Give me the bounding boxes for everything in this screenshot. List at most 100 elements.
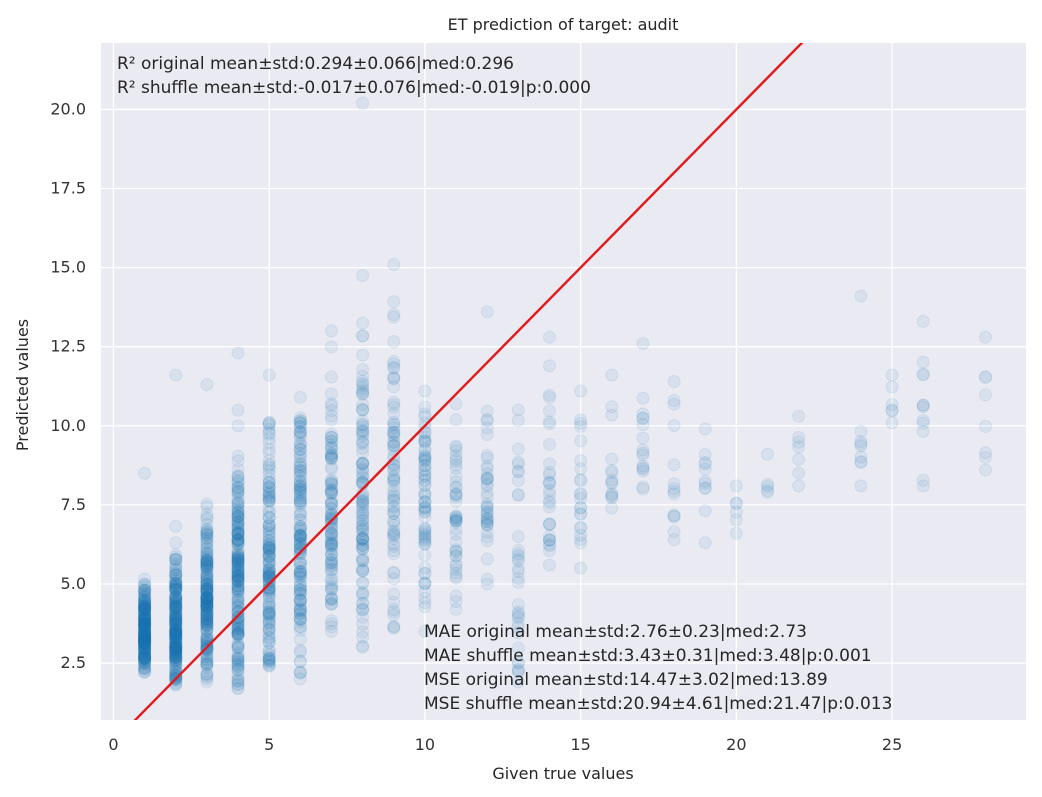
- data-point: [200, 526, 214, 540]
- data-point: [169, 655, 183, 669]
- data-point: [480, 305, 494, 319]
- data-point: [138, 626, 152, 640]
- data-point: [511, 465, 525, 479]
- data-point: [885, 368, 899, 382]
- data-point: [169, 650, 183, 664]
- annotation-mse-shuffle: MSE shuffle mean±std:20.94±4.61|med:21.4…: [424, 694, 892, 714]
- data-point: [636, 443, 650, 457]
- data-point: [169, 577, 183, 591]
- data-point: [138, 648, 152, 662]
- data-point: [138, 634, 152, 648]
- data-point: [605, 488, 619, 502]
- data-point: [138, 628, 152, 642]
- data-point: [200, 599, 214, 613]
- data-point: [200, 591, 214, 605]
- data-point: [200, 658, 214, 672]
- data-point: [480, 518, 494, 532]
- data-point: [138, 609, 152, 623]
- data-point: [169, 552, 183, 566]
- data-point: [169, 653, 183, 667]
- data-point: [200, 537, 214, 551]
- data-point: [698, 457, 712, 471]
- data-point: [449, 449, 463, 463]
- data-point: [200, 622, 214, 636]
- data-point: [169, 662, 183, 676]
- data-point: [169, 630, 183, 644]
- data-point: [200, 611, 214, 625]
- data-point: [387, 295, 401, 309]
- data-point: [387, 435, 401, 449]
- data-point: [200, 653, 214, 667]
- data-point: [231, 550, 245, 564]
- data-point: [200, 597, 214, 611]
- data-point: [200, 569, 214, 583]
- data-point: [138, 642, 152, 656]
- data-point: [138, 635, 152, 649]
- data-point: [667, 525, 681, 539]
- data-point: [169, 576, 183, 590]
- data-point: [169, 649, 183, 663]
- y-tick-label: 10.0: [50, 416, 86, 435]
- data-point: [293, 643, 307, 657]
- data-point: [138, 617, 152, 631]
- data-point: [138, 577, 152, 591]
- data-point: [169, 650, 183, 664]
- data-point: [231, 598, 245, 612]
- data-point: [511, 530, 525, 544]
- data-point: [200, 667, 214, 681]
- data-point: [418, 600, 432, 614]
- data-point: [138, 617, 152, 631]
- data-point: [138, 625, 152, 639]
- data-point: [511, 414, 525, 428]
- data-point: [138, 583, 152, 597]
- data-point: [169, 646, 183, 660]
- data-point: [231, 624, 245, 638]
- data-point: [138, 612, 152, 626]
- data-point: [169, 572, 183, 586]
- data-point: [916, 413, 930, 427]
- data-point: [231, 532, 245, 546]
- data-point: [138, 631, 152, 645]
- data-point: [200, 615, 214, 629]
- data-point: [200, 652, 214, 666]
- data-point: [138, 601, 152, 615]
- data-point: [200, 629, 214, 643]
- data-point: [169, 635, 183, 649]
- data-point: [231, 543, 245, 557]
- data-point: [169, 610, 183, 624]
- data-point: [138, 628, 152, 642]
- data-point: [169, 669, 183, 683]
- data-point: [231, 617, 245, 631]
- data-point: [200, 577, 214, 591]
- data-point: [169, 578, 183, 592]
- data-point: [169, 559, 183, 573]
- data-point: [138, 590, 152, 604]
- data-point: [169, 600, 183, 614]
- data-point: [138, 579, 152, 593]
- data-point: [231, 671, 245, 685]
- data-point: [169, 660, 183, 674]
- data-point: [231, 346, 245, 360]
- data-point: [138, 650, 152, 664]
- data-point: [200, 619, 214, 633]
- data-point: [979, 446, 993, 460]
- data-point: [231, 605, 245, 619]
- data-point: [169, 653, 183, 667]
- data-point: [169, 641, 183, 655]
- data-point: [231, 527, 245, 541]
- data-point: [231, 646, 245, 660]
- data-point: [262, 614, 276, 628]
- y-axis-label: Predicted values: [13, 319, 32, 451]
- data-point: [231, 575, 245, 589]
- annotation-mae-shuffle: MAE shuffle mean±std:3.43±0.31|med:3.48|…: [424, 646, 872, 666]
- data-point: [200, 567, 214, 581]
- data-point: [262, 647, 276, 661]
- data-point: [231, 571, 245, 585]
- data-point: [138, 619, 152, 633]
- data-point: [200, 562, 214, 576]
- data-point: [231, 509, 245, 523]
- data-point: [231, 552, 245, 566]
- data-point: [200, 513, 214, 527]
- data-point: [138, 632, 152, 646]
- data-point: [916, 314, 930, 328]
